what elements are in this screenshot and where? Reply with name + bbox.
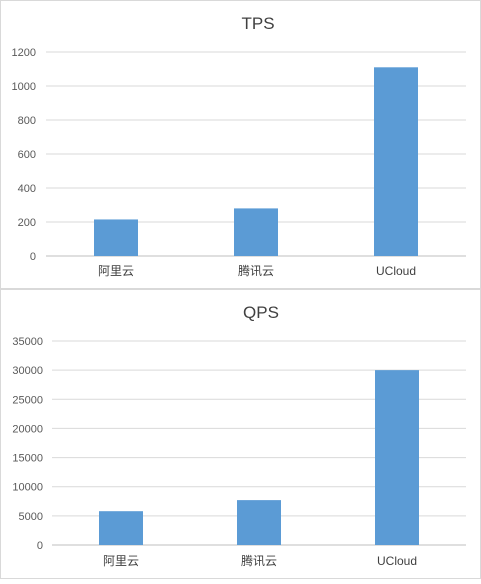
qps-y-tick-label: 0: [37, 540, 43, 552]
tps-y-tick-label: 0: [30, 251, 36, 263]
qps-y-tick-label: 10000: [12, 482, 43, 494]
tps-category-label: 腾讯云: [238, 263, 274, 278]
qps-chart-panel: QPS 0 5000 10000 15000 20000 25000 30000 35000 阿里…: [0, 290, 481, 579]
qps-bar-3: [375, 370, 419, 545]
tps-chart-title: TPS: [241, 14, 274, 33]
qps-category-label: UCloud: [377, 554, 417, 568]
tps-y-tick-label: 200: [18, 217, 36, 229]
qps-chart-title: QPS: [243, 303, 279, 322]
tps-y-tick-label: 600: [18, 149, 36, 161]
qps-y-tick-label: 25000: [12, 394, 43, 406]
qps-y-tick-label: 35000: [12, 336, 43, 348]
qps-bar-2: [237, 500, 281, 545]
tps-bar-1: [94, 219, 138, 256]
tps-bar-2: [234, 208, 278, 256]
qps-y-tick-label: 30000: [12, 365, 43, 377]
tps-y-tick-label: 1200: [12, 47, 36, 59]
qps-category-label: 腾讯云: [241, 553, 277, 568]
qps-category-label: 阿里云: [103, 554, 139, 568]
qps-bar-1: [99, 511, 143, 545]
tps-chart: TPS 0 200 400 600 800 1000 1200 阿里云 腾讯云 UCloud: [0, 0, 481, 289]
tps-bar-3: [374, 67, 418, 256]
tps-y-tick-label: 800: [18, 115, 36, 127]
tps-y-tick-label: 1000: [12, 81, 36, 93]
qps-y-tick-label: 20000: [12, 423, 43, 435]
qps-y-tick-label: 5000: [19, 511, 43, 523]
tps-y-tick-label: 400: [18, 183, 36, 195]
qps-y-tick-label: 15000: [12, 453, 43, 465]
qps-chart: QPS 0 5000 10000 15000 20000 25000 30000 35000 阿里…: [0, 290, 481, 579]
tps-category-label: 阿里云: [98, 264, 134, 278]
tps-chart-panel: TPS 0 200 400 600 800 1000 1200 阿里云 腾讯云 UCloud: [0, 0, 481, 289]
tps-category-label: UCloud: [376, 264, 416, 278]
